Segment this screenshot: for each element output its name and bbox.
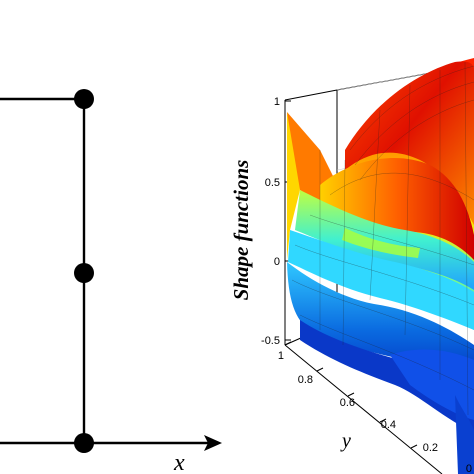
y-tick-label: 1 — [278, 350, 284, 362]
shape-function-surface — [287, 58, 474, 432]
y-tick-marks — [284, 341, 418, 449]
z-tick-label: 0 — [274, 256, 280, 268]
y-tick-label: 0 — [466, 463, 472, 474]
node-middle — [74, 263, 94, 283]
x-axis-label: x — [173, 450, 185, 474]
mesh-line — [309, 214, 474, 266]
y-tick — [410, 444, 418, 449]
surface-red-dome — [345, 61, 474, 226]
mesh-line — [464, 61, 469, 416]
back-top-edge — [284, 89, 338, 101]
y-tick-label: 0.6 — [340, 397, 355, 409]
element-diagram: x — [0, 89, 222, 474]
y-tick — [379, 418, 387, 423]
surface-right-blue-lobe — [390, 349, 474, 420]
surface-plot: 1 0.5 0 -0.5 1 0.8 0.6 0.4 0.2 0 Shape f… — [229, 58, 474, 474]
mesh-line — [329, 172, 474, 201]
y-axis-line — [284, 344, 443, 474]
mesh-line — [299, 314, 474, 391]
z-tick-label: -0.5 — [261, 335, 280, 347]
surface-yellow-band — [295, 190, 474, 290]
mesh-line — [369, 109, 381, 301]
x-axis-arrowhead — [204, 435, 222, 451]
y-tick — [347, 392, 355, 397]
surface-dark-blue-trough — [300, 320, 474, 432]
z-axis-label: Shape functions — [229, 160, 253, 301]
node-top — [74, 89, 94, 109]
surface-front-edge — [455, 395, 474, 474]
z-tick-label: 0.5 — [265, 177, 280, 189]
mesh-line — [359, 99, 474, 181]
mesh-line — [342, 159, 346, 346]
node-bottom — [74, 433, 94, 453]
y-tick-label: 0.8 — [298, 374, 313, 386]
z-tick-label: 1 — [274, 96, 280, 108]
y-axis-label: y — [340, 430, 351, 452]
surface-cyan-wall — [288, 230, 474, 330]
y-tick-label: 0.4 — [381, 419, 396, 431]
y-tick — [284, 341, 292, 346]
mesh-line — [404, 84, 411, 336]
surface-mesh — [291, 61, 474, 416]
mesh-line — [291, 279, 474, 351]
surface-left-peak-shade — [287, 112, 300, 260]
surface-green-sliver — [342, 228, 420, 258]
mesh-line — [349, 65, 474, 151]
surface-mid-ridge — [320, 157, 474, 260]
y-tick-label: 0.2 — [423, 442, 438, 454]
y-tick — [316, 367, 324, 372]
